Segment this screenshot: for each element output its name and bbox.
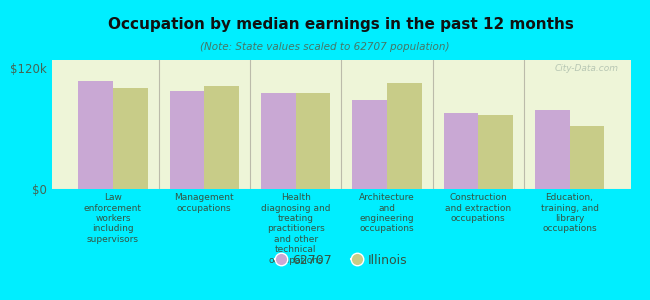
Bar: [113, 88, 148, 189]
Bar: [535, 110, 569, 189]
Bar: [443, 113, 478, 189]
Bar: [569, 125, 604, 189]
Text: (Note: State values scaled to 62707 population): (Note: State values scaled to 62707 popu…: [200, 41, 450, 52]
Legend: 62707, Illinois: 62707, Illinois: [271, 250, 411, 271]
Bar: [261, 93, 296, 189]
Bar: [352, 100, 387, 189]
Bar: [296, 93, 330, 189]
Text: City-Data.com: City-Data.com: [555, 64, 619, 73]
Bar: [387, 83, 422, 189]
Bar: [170, 91, 204, 189]
Bar: [478, 116, 513, 189]
Bar: [78, 81, 113, 189]
Bar: [204, 86, 239, 189]
Title: Occupation by median earnings in the past 12 months: Occupation by median earnings in the pas…: [109, 17, 574, 32]
